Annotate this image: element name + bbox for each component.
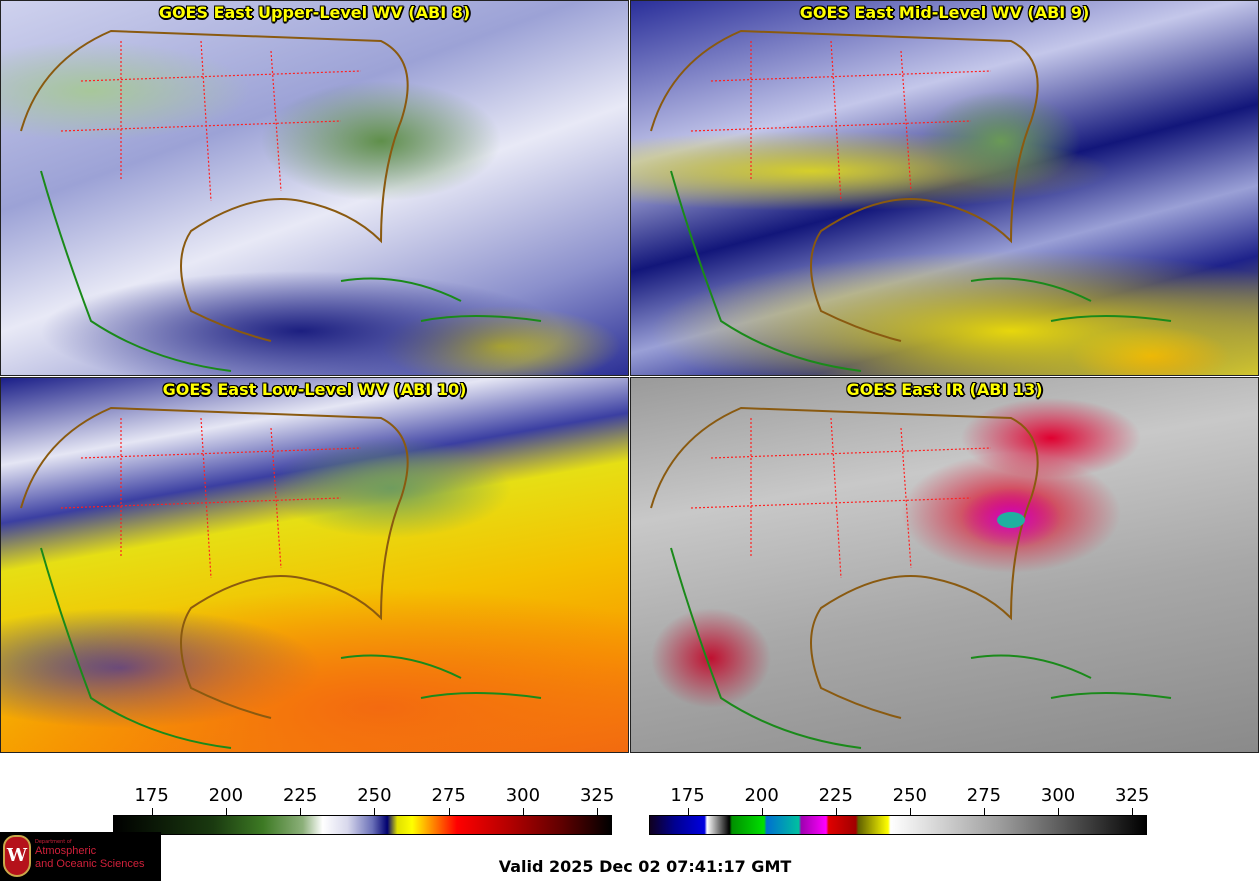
colorbar-tick-label: 300 bbox=[505, 785, 541, 806]
aos-logo: W Department of Atmospheric and Oceanic … bbox=[0, 832, 161, 881]
colorbar-tick-label: 225 bbox=[818, 785, 853, 806]
low-level-wv-panel: GOES East Low-Level WV (ABI 10) bbox=[0, 377, 629, 753]
colorbar-tick-label: 275 bbox=[431, 785, 466, 806]
map-overlay bbox=[650, 406, 1172, 749]
colorbar-tick bbox=[597, 808, 599, 815]
logo-line1: Atmospheric bbox=[35, 845, 97, 857]
colorbar-tick bbox=[448, 808, 450, 815]
colorbar-tick-label: 200 bbox=[208, 785, 244, 806]
panel-title: GOES East Upper-Level WV (ABI 8) bbox=[158, 3, 471, 22]
panel-title: GOES East IR (ABI 13) bbox=[846, 380, 1043, 399]
colorbar-tick-label: 200 bbox=[744, 785, 779, 806]
colorbar-tick-label: 300 bbox=[1040, 785, 1076, 806]
colorbar-tick-label: 175 bbox=[670, 785, 705, 806]
colorbar-tick bbox=[151, 808, 153, 815]
panel-title: GOES East Mid-Level WV (ABI 9) bbox=[799, 3, 1090, 22]
colorbar-tick-label: 325 bbox=[579, 785, 615, 806]
colorbar-tick bbox=[687, 808, 689, 815]
colorbar-tick bbox=[522, 808, 524, 815]
colorbar-tick bbox=[761, 808, 763, 815]
colorbar-tick-label: 275 bbox=[966, 785, 1002, 806]
map-overlay bbox=[650, 29, 1172, 372]
upper-level-wv-panel: GOES East Upper-Level WV (ABI 8) bbox=[0, 0, 629, 376]
colorbar-tick-label: 175 bbox=[134, 785, 169, 806]
map-overlay bbox=[20, 29, 542, 372]
valid-time: Valid 2025 Dec 02 07:41:17 GMT bbox=[498, 857, 792, 876]
colorbar-tick bbox=[225, 808, 227, 815]
colorbar-tick-label: 325 bbox=[1114, 785, 1150, 806]
colorbar-tick-label: 250 bbox=[892, 785, 928, 806]
colorbar-tick bbox=[909, 808, 911, 815]
infrared-panel: GOES East IR (ABI 13) bbox=[630, 377, 1259, 753]
map-overlay bbox=[20, 406, 542, 749]
logo-line2: and Oceanic Sciences bbox=[35, 858, 145, 870]
colorbar-tick bbox=[983, 808, 985, 815]
colorbar-tick bbox=[1132, 808, 1134, 815]
colorbar-tick bbox=[300, 808, 302, 815]
mid-level-wv-panel: GOES East Mid-Level WV (ABI 9) bbox=[630, 0, 1259, 376]
panel-title: GOES East Low-Level WV (ABI 10) bbox=[162, 380, 467, 399]
ir-colorbar bbox=[649, 815, 1147, 835]
uw-crest-icon: W bbox=[3, 835, 31, 877]
colorbar-tick-label: 225 bbox=[282, 785, 318, 806]
colorbar-tick bbox=[374, 808, 376, 815]
colorbar-tick bbox=[835, 808, 837, 815]
colorbar-tick bbox=[1058, 808, 1060, 815]
wv-colorbar bbox=[113, 815, 612, 835]
colorbar-tick-label: 250 bbox=[357, 785, 392, 806]
logo-dept: Department of bbox=[35, 839, 72, 845]
